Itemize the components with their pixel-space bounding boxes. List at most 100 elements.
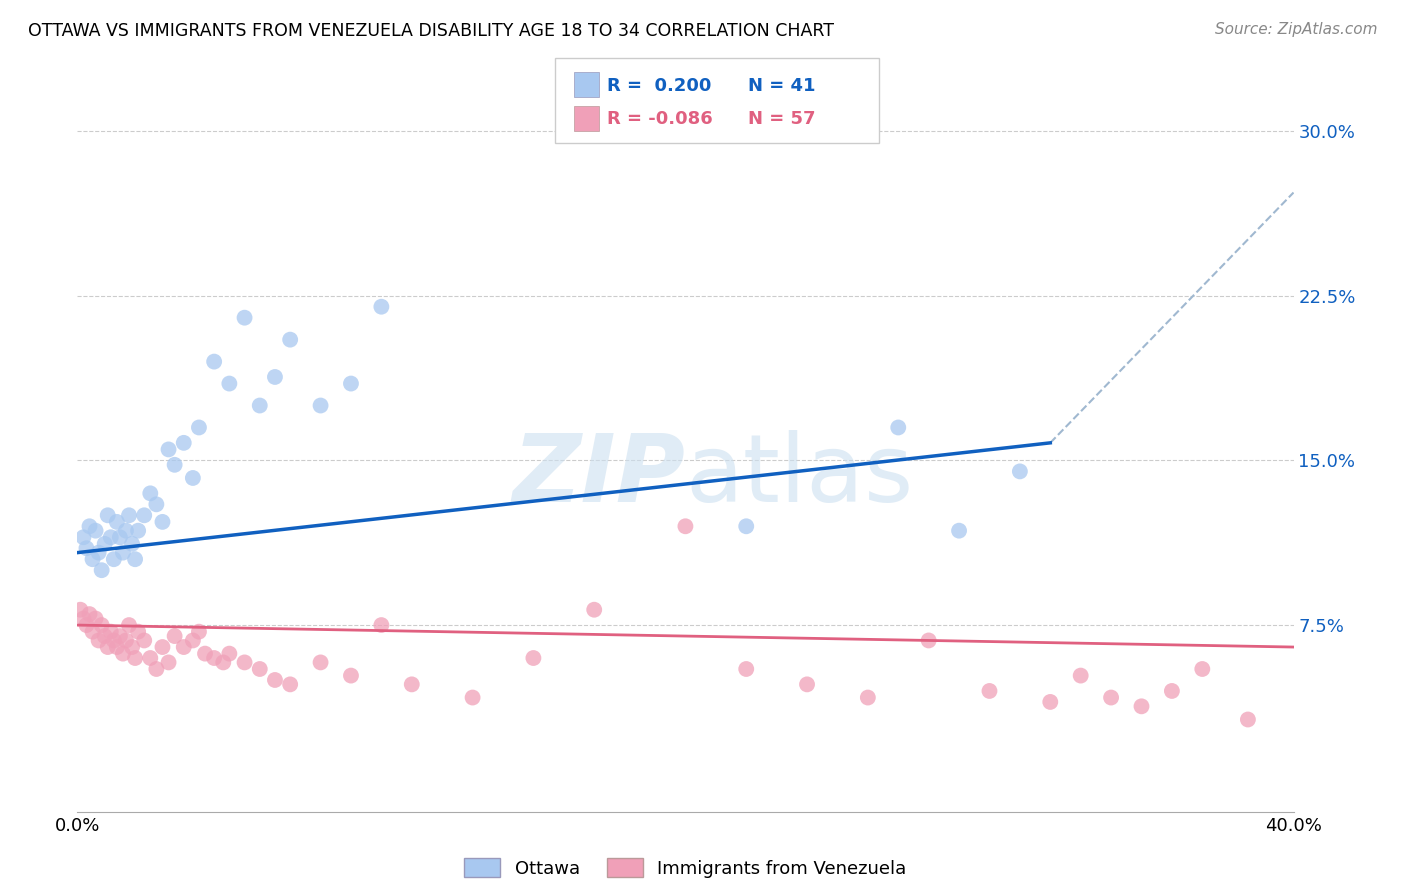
Point	[233, 656, 256, 670]
Point	[103, 633, 125, 648]
Point	[1191, 662, 1213, 676]
Point	[139, 486, 162, 500]
Text: N = 57: N = 57	[748, 111, 815, 128]
Point	[124, 651, 146, 665]
Point	[127, 624, 149, 639]
Point	[181, 471, 204, 485]
Text: OTTAWA VS IMMIGRANTS FROM VENEZUELA DISABILITY AGE 18 TO 34 CORRELATION CHART: OTTAWA VS IMMIGRANTS FROM VENEZUELA DISA…	[28, 22, 834, 40]
Point	[75, 541, 97, 556]
Point	[121, 537, 143, 551]
Point	[139, 651, 162, 665]
Point	[152, 640, 174, 654]
Point	[87, 633, 110, 648]
Point	[522, 651, 544, 665]
Point	[163, 458, 186, 472]
Point	[249, 399, 271, 413]
Point	[145, 497, 167, 511]
Point	[105, 515, 128, 529]
Point	[401, 677, 423, 691]
Point	[979, 684, 1001, 698]
Point	[97, 508, 120, 523]
Point	[202, 651, 225, 665]
Point	[118, 508, 141, 523]
Text: R =  0.200: R = 0.200	[607, 77, 711, 95]
Text: atlas: atlas	[686, 430, 914, 523]
Point	[181, 633, 204, 648]
Point	[111, 647, 134, 661]
Point	[340, 668, 363, 682]
Point	[461, 690, 484, 705]
Point	[82, 624, 104, 639]
Point	[72, 530, 94, 544]
Point	[370, 618, 392, 632]
Point	[1039, 695, 1062, 709]
Point	[309, 399, 332, 413]
Point	[163, 629, 186, 643]
Point	[796, 677, 818, 691]
Point	[735, 519, 758, 533]
Point	[79, 607, 101, 621]
Point	[264, 370, 287, 384]
Point	[145, 662, 167, 676]
Point	[93, 629, 115, 643]
Point	[249, 662, 271, 676]
Point	[134, 633, 156, 648]
Point	[340, 376, 363, 391]
Point	[127, 524, 149, 538]
Text: Source: ZipAtlas.com: Source: ZipAtlas.com	[1215, 22, 1378, 37]
Text: R = -0.086: R = -0.086	[607, 111, 713, 128]
Point	[194, 647, 217, 661]
Point	[264, 673, 287, 687]
Point	[108, 530, 131, 544]
Point	[115, 633, 138, 648]
Point	[79, 519, 101, 533]
Point	[918, 633, 941, 648]
Legend: Ottawa, Immigrants from Venezuela: Ottawa, Immigrants from Venezuela	[457, 851, 914, 885]
Point	[152, 515, 174, 529]
Point	[735, 662, 758, 676]
Point	[100, 624, 122, 639]
Point	[72, 611, 94, 625]
Point	[675, 519, 697, 533]
Point	[370, 300, 392, 314]
Point	[82, 552, 104, 566]
Point	[948, 524, 970, 538]
Point	[103, 552, 125, 566]
Point	[1130, 699, 1153, 714]
Point	[90, 618, 112, 632]
Point	[278, 333, 301, 347]
Point	[93, 537, 115, 551]
Point	[583, 603, 606, 617]
Point	[173, 435, 195, 450]
Point	[134, 508, 156, 523]
Point	[1008, 464, 1031, 478]
Text: ZIP: ZIP	[513, 430, 686, 523]
Point	[157, 442, 180, 457]
Point	[118, 618, 141, 632]
Point	[218, 647, 240, 661]
Point	[84, 611, 107, 625]
Text: N = 41: N = 41	[748, 77, 815, 95]
Point	[97, 640, 120, 654]
Point	[75, 618, 97, 632]
Point	[100, 530, 122, 544]
Point	[887, 420, 910, 434]
Point	[1099, 690, 1122, 705]
Point	[1070, 668, 1092, 682]
Point	[105, 640, 128, 654]
Point	[115, 524, 138, 538]
Point	[108, 629, 131, 643]
Point	[202, 354, 225, 368]
Point	[124, 552, 146, 566]
Point	[121, 640, 143, 654]
Point	[1237, 713, 1260, 727]
Point	[111, 546, 134, 560]
Point	[84, 524, 107, 538]
Point	[309, 656, 332, 670]
Point	[212, 656, 235, 670]
Point	[1161, 684, 1184, 698]
Point	[173, 640, 195, 654]
Point	[90, 563, 112, 577]
Point	[856, 690, 879, 705]
Point	[188, 420, 211, 434]
